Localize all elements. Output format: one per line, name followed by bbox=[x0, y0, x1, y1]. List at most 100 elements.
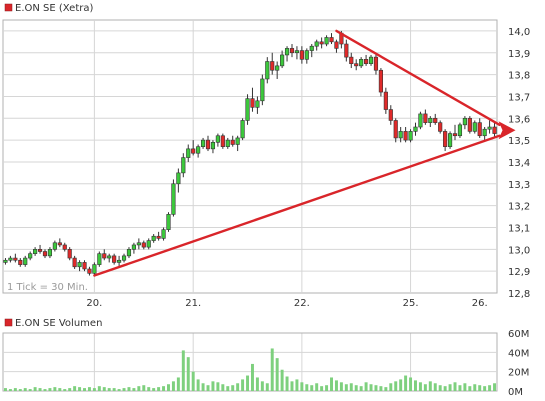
y-tick-label: 13,6 bbox=[508, 114, 530, 125]
volume-bar bbox=[349, 383, 353, 391]
candle-body bbox=[67, 249, 72, 259]
volume-bar bbox=[374, 385, 378, 391]
volume-bar bbox=[8, 389, 12, 391]
volume-bar bbox=[97, 386, 101, 391]
candle-body bbox=[309, 45, 314, 51]
volume-bar bbox=[379, 386, 383, 391]
volume-bar bbox=[285, 376, 289, 391]
candle-body bbox=[52, 242, 57, 250]
volume-bar bbox=[364, 382, 368, 391]
candle-body bbox=[186, 148, 191, 158]
volume-bar bbox=[241, 379, 245, 391]
y-tick-label: 13,0 bbox=[508, 245, 530, 256]
tick-interval-note: 1 Tick = 30 Min. bbox=[7, 282, 88, 293]
volume-bar bbox=[320, 386, 324, 391]
x-date-label: 20. bbox=[86, 298, 102, 309]
volume-bar bbox=[191, 371, 195, 391]
candle-body bbox=[349, 56, 354, 64]
candle-body bbox=[403, 131, 408, 141]
candle-body bbox=[126, 249, 132, 257]
volume-bar bbox=[255, 377, 259, 391]
candle-body bbox=[23, 257, 28, 265]
candle-body bbox=[368, 56, 374, 64]
volume-bar bbox=[428, 381, 432, 391]
candle-body bbox=[62, 244, 67, 250]
candle-body bbox=[92, 264, 97, 274]
volume-legend-label: E.ON SE Volumen bbox=[15, 318, 102, 329]
volume-bar bbox=[280, 369, 284, 391]
volume-bar bbox=[127, 387, 131, 391]
candle-body bbox=[482, 128, 487, 137]
volume-bar bbox=[414, 380, 417, 391]
volume-bar bbox=[3, 388, 7, 391]
volume-bar bbox=[83, 388, 86, 391]
volume-bar bbox=[23, 388, 27, 391]
candle-body bbox=[314, 41, 319, 47]
y-tick-label: 12,9 bbox=[508, 267, 530, 278]
volume-bar bbox=[344, 384, 348, 391]
volume-y-tick-label: 20M bbox=[508, 368, 529, 379]
volume-bar bbox=[295, 379, 299, 391]
candle-body bbox=[433, 117, 438, 123]
candle-body bbox=[255, 100, 260, 108]
legend-marker bbox=[4, 3, 13, 12]
candle-body bbox=[112, 255, 117, 263]
candle-body bbox=[304, 50, 309, 60]
volume-bar bbox=[87, 387, 91, 391]
volume-bar bbox=[107, 388, 111, 391]
candle-body bbox=[280, 54, 285, 67]
candle-body bbox=[443, 131, 448, 147]
volume-bar bbox=[211, 381, 215, 391]
volume-bar bbox=[483, 386, 487, 391]
volume-bar bbox=[448, 384, 452, 391]
volume-bar bbox=[453, 382, 457, 391]
volume-bar bbox=[423, 384, 427, 391]
y-tick-label: 13,3 bbox=[508, 180, 530, 191]
price-plot-area bbox=[2, 19, 498, 294]
candle-body bbox=[299, 50, 304, 60]
candle-body bbox=[77, 262, 82, 268]
candle-body bbox=[492, 126, 497, 134]
candle-body bbox=[151, 235, 156, 241]
candle-body bbox=[87, 268, 92, 274]
candle-body bbox=[28, 253, 33, 259]
y-tick-label: 13,9 bbox=[508, 49, 530, 60]
candle-body bbox=[230, 139, 235, 145]
volume-bar bbox=[418, 382, 422, 391]
volume-bar bbox=[394, 381, 398, 391]
candle-body bbox=[487, 126, 492, 130]
volume-bar bbox=[43, 389, 47, 391]
volume-bar bbox=[18, 389, 22, 391]
candle-body bbox=[472, 122, 477, 132]
volume-bar bbox=[157, 387, 161, 391]
volume-bar bbox=[201, 383, 205, 391]
candle-body bbox=[452, 133, 458, 137]
volume-bar bbox=[58, 388, 62, 391]
volume-bar bbox=[354, 385, 358, 391]
candle-body bbox=[136, 242, 141, 246]
candle-body bbox=[373, 56, 379, 71]
volume-bar bbox=[265, 383, 269, 391]
candle-body bbox=[477, 122, 482, 137]
x-date-label: 26. bbox=[472, 298, 488, 309]
volume-bar bbox=[369, 384, 373, 391]
candle-body bbox=[107, 255, 112, 259]
volume-bar bbox=[92, 388, 96, 391]
candle-body bbox=[289, 48, 295, 54]
candle-body bbox=[82, 262, 87, 270]
volume-y-tick-label: 60M bbox=[508, 329, 529, 340]
candle-body bbox=[215, 135, 220, 143]
candle-body bbox=[408, 131, 413, 141]
y-tick-label: 12,8 bbox=[508, 289, 530, 300]
volume-bar bbox=[33, 387, 37, 391]
candle-body bbox=[8, 257, 13, 261]
candle-body bbox=[37, 249, 43, 252]
volume-bar bbox=[206, 385, 210, 391]
candle-body bbox=[423, 113, 428, 123]
volume-bar bbox=[334, 380, 338, 391]
volume-bar bbox=[404, 375, 408, 391]
candle-body bbox=[438, 122, 443, 132]
candle-body bbox=[121, 255, 127, 261]
volume-bar bbox=[290, 381, 294, 391]
